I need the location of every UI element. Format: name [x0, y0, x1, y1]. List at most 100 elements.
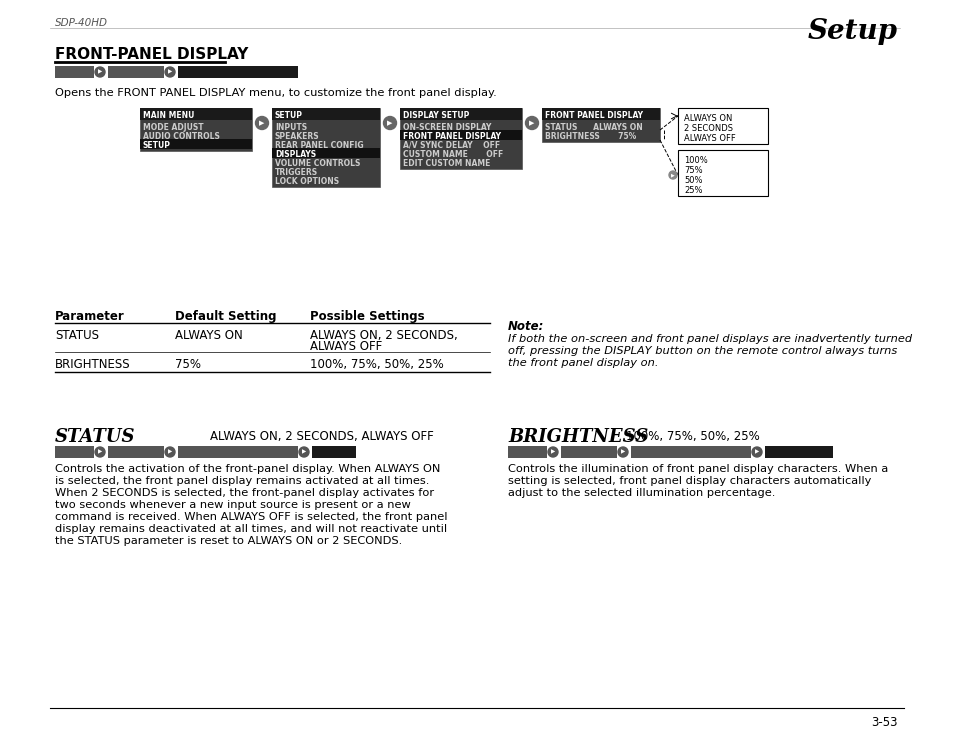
Bar	[140, 108, 252, 151]
Bar	[55, 446, 94, 458]
Text: SETUP: SETUP	[274, 111, 303, 120]
Bar	[399, 108, 521, 120]
Bar	[541, 108, 659, 142]
Text: FRONT PANEL DISPLAY: FRONT PANEL DISPLAY	[402, 132, 500, 141]
Text: SETUP: SETUP	[60, 448, 88, 457]
Text: DISPLAYS: DISPLAYS	[565, 448, 606, 457]
Text: VOLUME CONTROLS: VOLUME CONTROLS	[274, 159, 360, 168]
Circle shape	[668, 171, 677, 179]
Text: LOCK OPTIONS: LOCK OPTIONS	[274, 177, 338, 186]
Text: 75%: 75%	[174, 358, 201, 371]
Bar	[560, 446, 617, 458]
Bar	[272, 148, 379, 158]
Text: 50%: 50%	[683, 176, 701, 185]
Text: 25%: 25%	[683, 186, 701, 195]
Circle shape	[95, 447, 105, 457]
Text: ▶: ▶	[168, 69, 172, 75]
Text: Default Setting: Default Setting	[174, 310, 276, 323]
Circle shape	[525, 117, 537, 129]
Bar	[507, 446, 546, 458]
Text: 75%: 75%	[683, 166, 702, 175]
Text: BRIGHTNESS: BRIGHTNESS	[769, 448, 824, 457]
Text: two seconds whenever a new input source is present or a new: two seconds whenever a new input source …	[55, 500, 411, 510]
Text: STATUS      ALWAYS ON: STATUS ALWAYS ON	[544, 123, 642, 132]
Bar	[764, 446, 832, 458]
Bar	[140, 139, 252, 149]
Bar	[541, 108, 659, 120]
Text: command is received. When ALWAYS OFF is selected, the front panel: command is received. When ALWAYS OFF is …	[55, 512, 447, 522]
Text: CUSTOM NAME       OFF: CUSTOM NAME OFF	[402, 150, 503, 159]
Text: ALWAYS ON: ALWAYS ON	[174, 329, 242, 342]
Text: Note:: Note:	[507, 320, 544, 333]
Bar	[140, 108, 252, 120]
Text: ALWAYS OFF: ALWAYS OFF	[683, 134, 735, 143]
Text: 100%, 75%, 50%, 25%: 100%, 75%, 50%, 25%	[310, 358, 443, 371]
Text: Controls the illumination of front panel display characters. When a: Controls the illumination of front panel…	[507, 464, 887, 474]
Text: ▶: ▶	[301, 449, 306, 455]
Text: ▶: ▶	[670, 173, 674, 178]
Text: BRIGHTNESS: BRIGHTNESS	[55, 358, 131, 371]
Bar	[272, 108, 379, 120]
Bar	[399, 130, 521, 140]
Text: 2 SECONDS: 2 SECONDS	[683, 124, 732, 133]
Bar	[108, 446, 164, 458]
Text: Controls the activation of the front-panel display. When ALWAYS ON: Controls the activation of the front-pan…	[55, 464, 440, 474]
Text: ▶: ▶	[529, 120, 534, 126]
Text: ▶: ▶	[168, 449, 172, 455]
Circle shape	[547, 447, 558, 457]
Text: ▶: ▶	[754, 449, 759, 455]
Text: EDIT CUSTOM NAME: EDIT CUSTOM NAME	[402, 159, 490, 168]
Bar	[55, 66, 94, 78]
Text: ON-SCREEN DISPLAY: ON-SCREEN DISPLAY	[402, 123, 491, 132]
Text: DISPLAY SETUP: DISPLAY SETUP	[402, 111, 469, 120]
Text: REAR PANEL CONFIG: REAR PANEL CONFIG	[274, 141, 363, 150]
Text: ALWAYS OFF: ALWAYS OFF	[310, 340, 382, 353]
Text: MODE ADJUST: MODE ADJUST	[143, 123, 203, 132]
Text: FRONT PANEL DISPLAY: FRONT PANEL DISPLAY	[636, 448, 733, 457]
Circle shape	[255, 117, 268, 129]
Circle shape	[298, 447, 309, 457]
Text: FRONT PANEL DISPLAY: FRONT PANEL DISPLAY	[183, 68, 281, 77]
Text: ALWAYS ON, 2 SECONDS, ALWAYS OFF: ALWAYS ON, 2 SECONDS, ALWAYS OFF	[210, 430, 434, 443]
Bar	[178, 66, 297, 78]
Text: DISPLAYS: DISPLAYS	[112, 68, 154, 77]
Text: BRIGHTNESS: BRIGHTNESS	[507, 428, 648, 446]
Text: Setup: Setup	[807, 18, 897, 45]
Text: adjust to the selected illumination percentage.: adjust to the selected illumination perc…	[507, 488, 775, 498]
Text: ▶: ▶	[98, 69, 102, 75]
Bar	[678, 108, 767, 144]
Bar	[178, 446, 297, 458]
Text: SETUP: SETUP	[60, 68, 88, 77]
Text: DISPLAYS: DISPLAYS	[112, 448, 154, 457]
Text: AUDIO CONTROLS: AUDIO CONTROLS	[143, 132, 219, 141]
Text: SETUP: SETUP	[143, 141, 171, 150]
Text: Parameter: Parameter	[55, 310, 125, 323]
Bar	[272, 108, 379, 187]
Circle shape	[751, 447, 761, 457]
Text: SETUP: SETUP	[513, 448, 540, 457]
Text: ▶: ▶	[98, 449, 102, 455]
Text: ▶: ▶	[387, 120, 393, 126]
Bar	[108, 66, 164, 78]
Circle shape	[383, 117, 396, 129]
Text: DISPLAYS: DISPLAYS	[274, 150, 315, 159]
Text: off, pressing the DISPLAY button on the remote control always turns: off, pressing the DISPLAY button on the …	[507, 346, 897, 356]
Text: ALWAYS ON: ALWAYS ON	[683, 114, 732, 123]
Text: When 2 SECONDS is selected, the front-panel display activates for: When 2 SECONDS is selected, the front-pa…	[55, 488, 434, 498]
Text: the STATUS parameter is reset to ALWAYS ON or 2 SECONDS.: the STATUS parameter is reset to ALWAYS …	[55, 536, 402, 546]
Bar	[312, 446, 355, 458]
Bar	[399, 108, 521, 169]
Text: If both the on-screen and front panel displays are inadvertently turned: If both the on-screen and front panel di…	[507, 334, 911, 344]
Text: Possible Settings: Possible Settings	[310, 310, 424, 323]
Bar	[678, 150, 767, 196]
Text: display remains deactivated at all times, and will not reactivate until: display remains deactivated at all times…	[55, 524, 447, 534]
Text: MAIN MENU: MAIN MENU	[143, 111, 194, 120]
Text: 100%: 100%	[683, 156, 707, 165]
Text: SPEAKERS: SPEAKERS	[274, 132, 319, 141]
Circle shape	[618, 447, 627, 457]
Text: INPUTS: INPUTS	[274, 123, 307, 132]
Text: BRIGHTNESS       75%: BRIGHTNESS 75%	[544, 132, 636, 141]
Bar	[630, 446, 750, 458]
Text: STATUS: STATUS	[55, 329, 99, 342]
Text: SDP-40HD: SDP-40HD	[55, 18, 108, 28]
